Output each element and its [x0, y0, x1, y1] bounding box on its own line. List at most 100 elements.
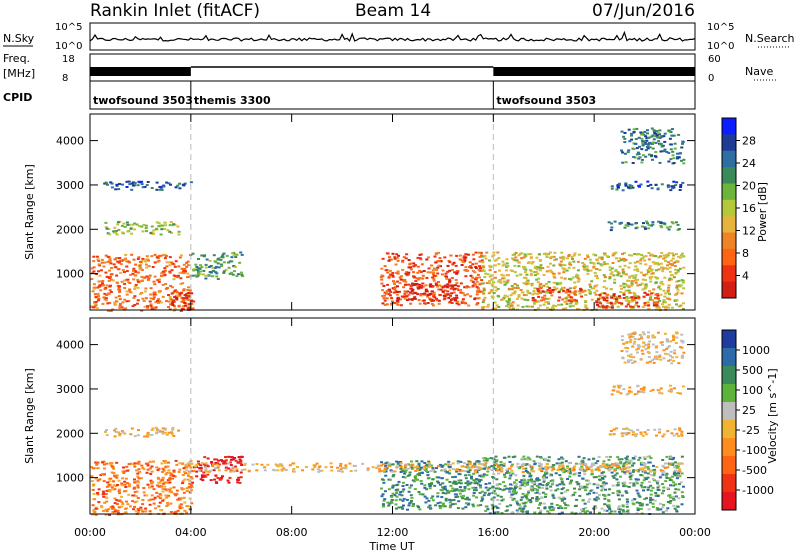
- cell: [161, 490, 165, 493]
- cell: [476, 460, 480, 463]
- cell: [523, 266, 527, 269]
- cell: [235, 469, 239, 472]
- cell: [107, 280, 111, 282]
- cell: [526, 281, 529, 284]
- cell: [465, 270, 469, 273]
- cell: [433, 470, 437, 473]
- cell: [152, 293, 156, 296]
- cell: [560, 511, 564, 514]
- cell: [168, 230, 172, 233]
- cell: [482, 292, 486, 295]
- nsearch-tick-bottom: 10^0: [707, 41, 734, 52]
- cell: [646, 488, 650, 491]
- cell: [145, 266, 149, 269]
- cell: [631, 305, 635, 308]
- cell: [211, 266, 215, 269]
- cell: [208, 259, 212, 262]
- cell: [105, 510, 109, 513]
- cell: [671, 356, 675, 359]
- cell: [183, 267, 187, 270]
- cell: [609, 288, 613, 291]
- cell: [429, 285, 433, 288]
- cell: [276, 469, 280, 472]
- cell: [557, 299, 561, 302]
- cell: [609, 433, 613, 436]
- y-tick-label: 1000: [56, 268, 84, 281]
- cell: [630, 283, 634, 286]
- cell: [116, 509, 120, 512]
- cell: [601, 487, 605, 490]
- cell: [676, 269, 680, 272]
- cell: [645, 220, 649, 223]
- cell: [505, 487, 509, 490]
- cell: [404, 272, 408, 275]
- cell: [132, 296, 136, 299]
- cell: [115, 474, 119, 477]
- cell: [522, 455, 526, 458]
- cell: [184, 294, 188, 297]
- cell: [642, 295, 646, 298]
- cell: [167, 461, 170, 464]
- cell: [617, 507, 621, 509]
- cell: [409, 464, 413, 467]
- cell: [554, 258, 558, 261]
- cell: [513, 455, 517, 458]
- cell: [680, 356, 684, 359]
- cell: [155, 256, 159, 259]
- cell: [660, 470, 664, 473]
- cell: [590, 470, 594, 473]
- cell: [607, 221, 611, 224]
- cell: [393, 283, 397, 286]
- cell: [140, 292, 144, 294]
- cell: [455, 302, 459, 305]
- cell: [525, 273, 529, 276]
- cell: [112, 230, 116, 233]
- cell: [567, 254, 571, 256]
- cell: [630, 300, 634, 303]
- cell: [130, 427, 134, 430]
- cell: [565, 303, 569, 305]
- cell: [545, 476, 549, 479]
- cell: [105, 429, 108, 431]
- cell: [454, 493, 458, 496]
- cell: [438, 505, 442, 507]
- cell: [478, 260, 482, 263]
- cell: [545, 485, 549, 488]
- cell: [663, 132, 667, 135]
- cell: [592, 253, 596, 256]
- cell: [448, 481, 452, 483]
- cell: [650, 253, 654, 256]
- cell: [512, 258, 516, 261]
- cell: [416, 504, 420, 507]
- cell: [560, 461, 564, 464]
- cell: [224, 466, 228, 469]
- cell: [563, 497, 567, 500]
- cell: [628, 276, 632, 279]
- cell: [623, 481, 627, 484]
- cell: [608, 508, 612, 511]
- cell: [435, 299, 439, 302]
- cell: [574, 472, 578, 475]
- cell: [401, 481, 405, 484]
- cell: [530, 467, 534, 470]
- cell: [607, 504, 611, 507]
- cell: [517, 265, 521, 268]
- cell: [123, 298, 127, 301]
- cell: [263, 469, 267, 472]
- cell: [560, 482, 564, 485]
- cell: [423, 486, 427, 489]
- cell: [381, 275, 385, 278]
- cell: [623, 226, 627, 229]
- cell: [484, 257, 488, 260]
- cell: [603, 494, 607, 497]
- cell: [617, 386, 621, 389]
- cell: [555, 283, 559, 286]
- cell: [399, 304, 403, 307]
- cell: [525, 305, 529, 308]
- cell: [120, 306, 124, 309]
- cell: [523, 485, 527, 488]
- cell: [626, 297, 630, 300]
- cell: [389, 273, 393, 276]
- cell: [538, 482, 542, 485]
- cell: [102, 284, 105, 287]
